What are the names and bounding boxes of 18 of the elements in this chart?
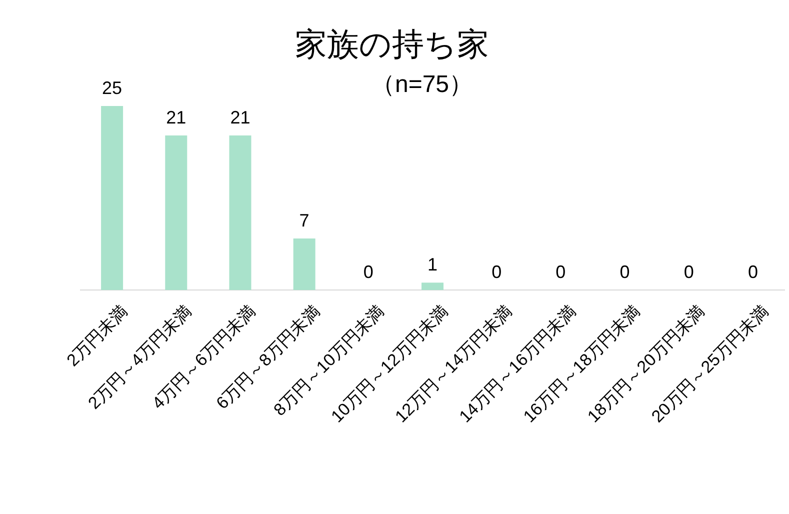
chart-title: 家族の持ち家	[295, 26, 489, 62]
data-label: 21	[166, 107, 186, 128]
data-label: 0	[556, 262, 566, 282]
bar	[293, 238, 316, 290]
data-label: 1	[427, 254, 438, 275]
bar	[101, 106, 124, 290]
bar	[422, 282, 444, 290]
data-label: 21	[230, 107, 250, 128]
data-label: 0	[748, 262, 758, 282]
data-label: 0	[492, 262, 502, 282]
data-label: 0	[684, 262, 694, 282]
data-label: 0	[620, 262, 630, 282]
data-label: 0	[363, 262, 374, 282]
bar	[229, 135, 252, 290]
chart-subtitle: （n=75）	[370, 71, 474, 98]
bar	[165, 135, 188, 290]
data-label: 25	[102, 78, 122, 98]
data-label: 7	[299, 210, 310, 230]
